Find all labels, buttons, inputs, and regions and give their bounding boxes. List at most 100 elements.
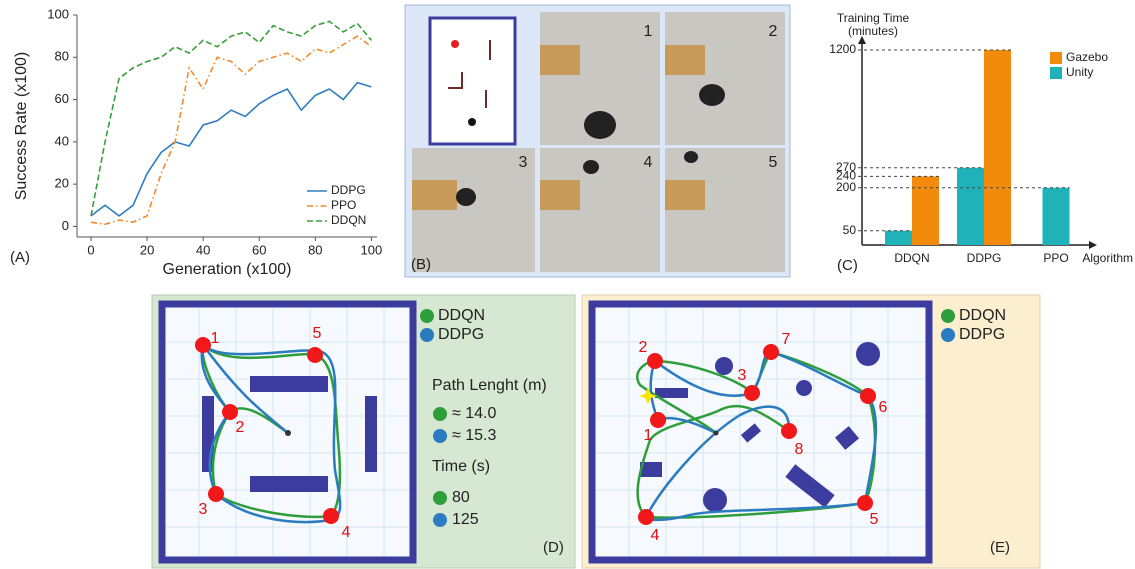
robot	[699, 84, 725, 106]
waypoint-label: 5	[870, 511, 879, 528]
x-tick-label: DDQN	[894, 251, 929, 265]
x-tick-label: 60	[252, 242, 266, 257]
legend-dot	[420, 328, 434, 342]
goal-dot	[451, 40, 459, 48]
y-tick-label: 0	[62, 218, 69, 233]
info-value: ≈ 15.3	[452, 427, 496, 444]
wall	[665, 180, 705, 210]
info-dot	[433, 407, 447, 421]
x-tick-label: 80	[308, 242, 322, 257]
start-point	[714, 431, 719, 436]
wall	[412, 180, 457, 210]
y-tick-label: 20	[55, 176, 69, 191]
x-axis-label: Algorithm	[1082, 251, 1133, 265]
waypoint	[195, 337, 211, 353]
x-axis-arrow	[1089, 241, 1097, 249]
x-tick-label: PPO	[1043, 251, 1068, 265]
waypoint	[638, 509, 654, 525]
waypoint-label: 4	[342, 524, 351, 541]
y-axis-label: (minutes)	[848, 24, 898, 38]
panel-label: (C)	[837, 257, 858, 274]
waypoint-label: 7	[782, 331, 791, 348]
page: Robot navigation figure body { margin: 0…	[0, 0, 1135, 569]
panel-label: (A)	[10, 249, 30, 266]
robot	[583, 160, 599, 174]
x-tick-label: 40	[196, 242, 210, 257]
x-tick-label: DDPG	[967, 251, 1002, 265]
y-tick-label: 50	[843, 223, 857, 237]
frame-number: 1	[644, 23, 653, 40]
robot-dot	[468, 118, 476, 126]
waypoint	[860, 388, 876, 404]
x-axis-label: Generation (x100)	[163, 261, 292, 278]
series-line	[91, 83, 371, 216]
legend-swatch	[1050, 67, 1062, 79]
robot	[456, 188, 476, 206]
y-tick-label: 60	[55, 91, 69, 106]
info-value: 80	[452, 489, 470, 506]
legend-label: Gazebo	[1066, 50, 1108, 64]
y-tick-label: 100	[47, 6, 69, 21]
legend-label: DDPG	[438, 326, 484, 343]
legend-dot	[941, 328, 955, 342]
frame-number: 4	[644, 154, 653, 171]
figure: 0 20 40 60 80 100 0 20 40 60 80 100 Generation (x100…	[0, 0, 1135, 569]
waypoint	[650, 412, 666, 428]
waypoint-label: 2	[236, 419, 245, 436]
x-tick-label: 0	[87, 242, 94, 257]
body: {"chart_data": [ {"type": "line", "xlabe…	[0, 0, 1135, 569]
info-dot	[433, 429, 447, 443]
panel-label: (D)	[543, 539, 564, 556]
waypoint	[222, 404, 238, 420]
info-dot	[433, 491, 447, 505]
waypoint	[781, 423, 797, 439]
legend-label: DDQN	[438, 307, 485, 324]
waypoint-label: 3	[738, 367, 747, 384]
frame-number: 5	[769, 154, 778, 171]
info-title: Time (s)	[432, 458, 490, 475]
series-line	[91, 21, 371, 216]
bar	[984, 50, 1011, 245]
frame-number: 2	[769, 23, 778, 40]
x-tick-label: 20	[140, 242, 154, 257]
info-title: Path Lenght (m)	[432, 377, 547, 394]
y-tick-label: 40	[55, 133, 69, 148]
waypoint	[208, 486, 224, 502]
waypoint-label: 1	[644, 427, 653, 444]
robot	[684, 151, 698, 163]
legend-dot	[420, 309, 434, 323]
info-dot	[433, 513, 447, 527]
bar	[1043, 188, 1070, 245]
legend-swatch	[1050, 52, 1062, 64]
waypoint-label: 6	[879, 399, 888, 416]
legend-label: DDQN	[959, 307, 1006, 324]
legend-label: DDPG	[331, 183, 366, 197]
series-line	[91, 36, 371, 224]
waypoint	[857, 495, 873, 511]
panel-label: (B)	[411, 256, 431, 273]
y-tick-label: 270	[836, 160, 856, 174]
waypoint	[307, 347, 323, 363]
legend-label: DDPG	[959, 326, 1005, 343]
info-value: ≈ 14.0	[452, 405, 496, 422]
bar	[885, 231, 912, 245]
legend-label: DDQN	[331, 213, 366, 227]
waypoint-label: 8	[795, 441, 804, 458]
y-tick-label: 1200	[829, 42, 856, 56]
wall	[540, 180, 580, 210]
legend-label: PPO	[331, 198, 356, 212]
panel-label: (E)	[990, 539, 1010, 556]
wall	[665, 45, 705, 75]
bar	[957, 168, 984, 245]
wall	[540, 45, 580, 75]
photo	[665, 12, 785, 145]
waypoint-label: 5	[313, 325, 322, 342]
y-axis-label: Success Rate (x100)	[13, 52, 30, 201]
waypoint	[744, 385, 760, 401]
x-tick-label: 100	[361, 242, 383, 257]
waypoint	[763, 344, 779, 360]
robot	[584, 111, 616, 139]
waypoint	[323, 508, 339, 524]
bar	[912, 176, 939, 245]
legend-dot	[941, 309, 955, 323]
